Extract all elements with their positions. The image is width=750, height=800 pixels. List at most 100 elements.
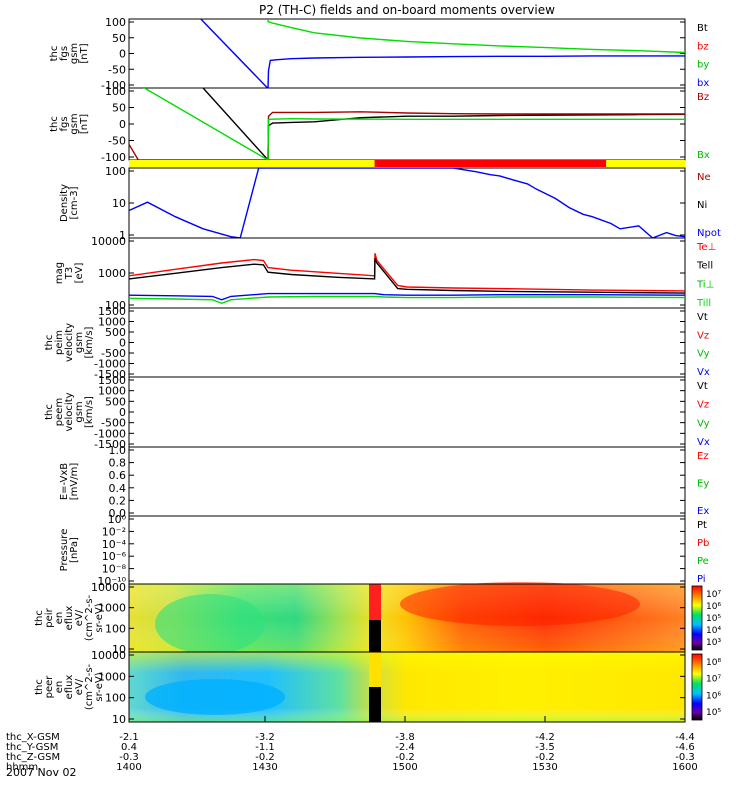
y-axis-label: thc: [34, 679, 45, 695]
legend-entry: Vz: [697, 330, 709, 341]
y-tick-label: -1000: [94, 358, 126, 371]
x-axis-value: -4.4: [675, 732, 695, 743]
legend-entry: Pt: [697, 520, 707, 531]
legend-entry: Vt: [697, 381, 708, 392]
spectrogram-feature: [145, 679, 285, 715]
y-axis-label: Density: [59, 184, 70, 222]
panel-efield: 1.00.80.60.40.20.0 E=-VxB [mV/m] Ez Ey Ex: [59, 444, 709, 520]
y-tick-label: 1000: [98, 670, 126, 683]
x-axis-value: -3.2: [255, 732, 275, 743]
y-axis-label: sr-eV): [94, 603, 105, 632]
legend-entry: Bz: [697, 92, 709, 103]
y-tick-label: 100: [105, 692, 126, 705]
spectrogram-feature: [155, 594, 265, 654]
panel-frame: [128, 515, 686, 585]
y-axis-label: gsm: [74, 332, 85, 353]
legend-entry: Pi: [697, 574, 706, 585]
y-axis-label: (cm^2-s-: [84, 594, 95, 641]
y-axis-label: [nT]: [79, 43, 90, 63]
mode-segment: [374, 160, 607, 167]
y-tick-label: 100: [105, 622, 126, 635]
y-axis-label: thc: [49, 46, 60, 62]
y-axis-label: fgs: [59, 116, 70, 131]
y-axis-label: eflux: [64, 606, 75, 631]
legend-entry: Ey: [697, 479, 709, 490]
y-axis-label: eV/: [74, 678, 85, 695]
colorbar-tick-label: 10⁵: [706, 614, 721, 624]
series-group: [129, 88, 685, 160]
y-axis-label: peim: [54, 330, 65, 355]
y-axis-label: peer: [44, 675, 55, 699]
x-axis-value: 1600: [672, 762, 697, 773]
spectrogram-gap: [369, 687, 381, 722]
y-tick-label: 0.2: [109, 494, 127, 507]
mode-segment: [606, 160, 685, 167]
y-tick-label: 10⁻¹⁰: [97, 575, 126, 588]
y-tick-label: 100: [105, 16, 126, 29]
y-axis-label: gsm: [74, 401, 85, 422]
mode-segment: [129, 160, 375, 167]
y-axis-label: [km/s]: [84, 326, 95, 358]
y-tick-label: 1: [119, 229, 126, 242]
y-tick-label: 1500: [98, 305, 126, 318]
series-line-bx: [200, 19, 685, 88]
x-axis-row-label: thc_Z-GSM: [6, 752, 60, 763]
y-tick-label: -100: [101, 79, 126, 92]
panel-density: 100 10 1 Density [cm-3] Ne Ni Npot: [59, 165, 721, 242]
legend-entry: Vy: [697, 349, 710, 360]
legend-entry: Tell: [696, 261, 713, 272]
y-axis-label: en: [54, 612, 65, 625]
y-tick-label: 10⁻⁴: [102, 538, 127, 551]
y-axis-label: [nPa]: [69, 537, 80, 563]
y-axis-label: thc: [49, 116, 60, 132]
y-tick-label: 50: [112, 32, 126, 45]
x-axis-value: -0.3: [119, 752, 139, 763]
y-tick-label: -1500: [94, 438, 126, 451]
legend-entry: Vz: [697, 400, 709, 411]
y-axis-label: velocity: [64, 392, 75, 431]
y-axis-label: peem: [54, 398, 65, 426]
y-tick-label: 10000: [91, 649, 126, 662]
y-tick-label: -50: [108, 135, 126, 148]
colorbar-tick-label: 10⁴: [706, 626, 721, 636]
y-tick-label: 10000: [91, 581, 126, 594]
chart-title: P2 (TH-C) fields and on-board moments ov…: [259, 3, 555, 17]
y-axis-label: gsm: [69, 113, 80, 134]
y-tick-label: 0: [119, 118, 126, 131]
x-axis-row-label: thc_Y-GSM: [6, 742, 58, 753]
x-axis-value: 1530: [532, 762, 557, 773]
y-tick-label: 1000: [98, 385, 126, 398]
series-group: [129, 253, 685, 305]
panel-mode-bar: [129, 160, 685, 167]
x-axis-value: -4.2: [535, 732, 555, 743]
y-axis-label: gsm: [69, 43, 80, 64]
panel-peer-spectrogram: 10⁸ 10⁷ 10⁶ 10⁵ 10000 1000 100 10 thc peer en eflux…: [34, 649, 721, 726]
y-tick-label: 1000: [98, 602, 126, 615]
legend-entry: Pe: [697, 556, 709, 567]
series-line-Till: [129, 295, 685, 305]
series-line-Bx: [129, 88, 685, 160]
x-axis-value: 1500: [392, 762, 417, 773]
colorbar-tick-label: 10⁷: [706, 675, 721, 685]
y-tick-label: -1500: [94, 368, 126, 381]
y-axis-label: [cm-3]: [69, 186, 80, 219]
colorbar: [691, 585, 703, 651]
legend-entry: Vy: [697, 418, 710, 429]
y-axis-label: T3: [64, 267, 75, 280]
y-tick-label: 100: [105, 299, 126, 312]
y-axis-label: (cm^2-s-: [84, 663, 95, 710]
y-axis-label: sr-eV): [94, 672, 105, 701]
x-axis-value: 0.4: [121, 742, 137, 753]
x-axis-value: -3.8: [395, 732, 415, 743]
x-axis-value: -2.1: [119, 732, 139, 743]
colorbar: [691, 653, 703, 721]
panel-frame: [128, 446, 686, 517]
y-tick-label: -1000: [94, 427, 126, 440]
y-axis-label: Pressure: [59, 529, 70, 572]
y-tick-label: 0: [119, 337, 126, 350]
y-axis-label: [eV]: [74, 263, 85, 284]
legend-entry: bz: [697, 41, 709, 52]
legend-entry: Ez: [697, 451, 709, 462]
colorbar-tick-label: 10⁶: [706, 602, 721, 612]
